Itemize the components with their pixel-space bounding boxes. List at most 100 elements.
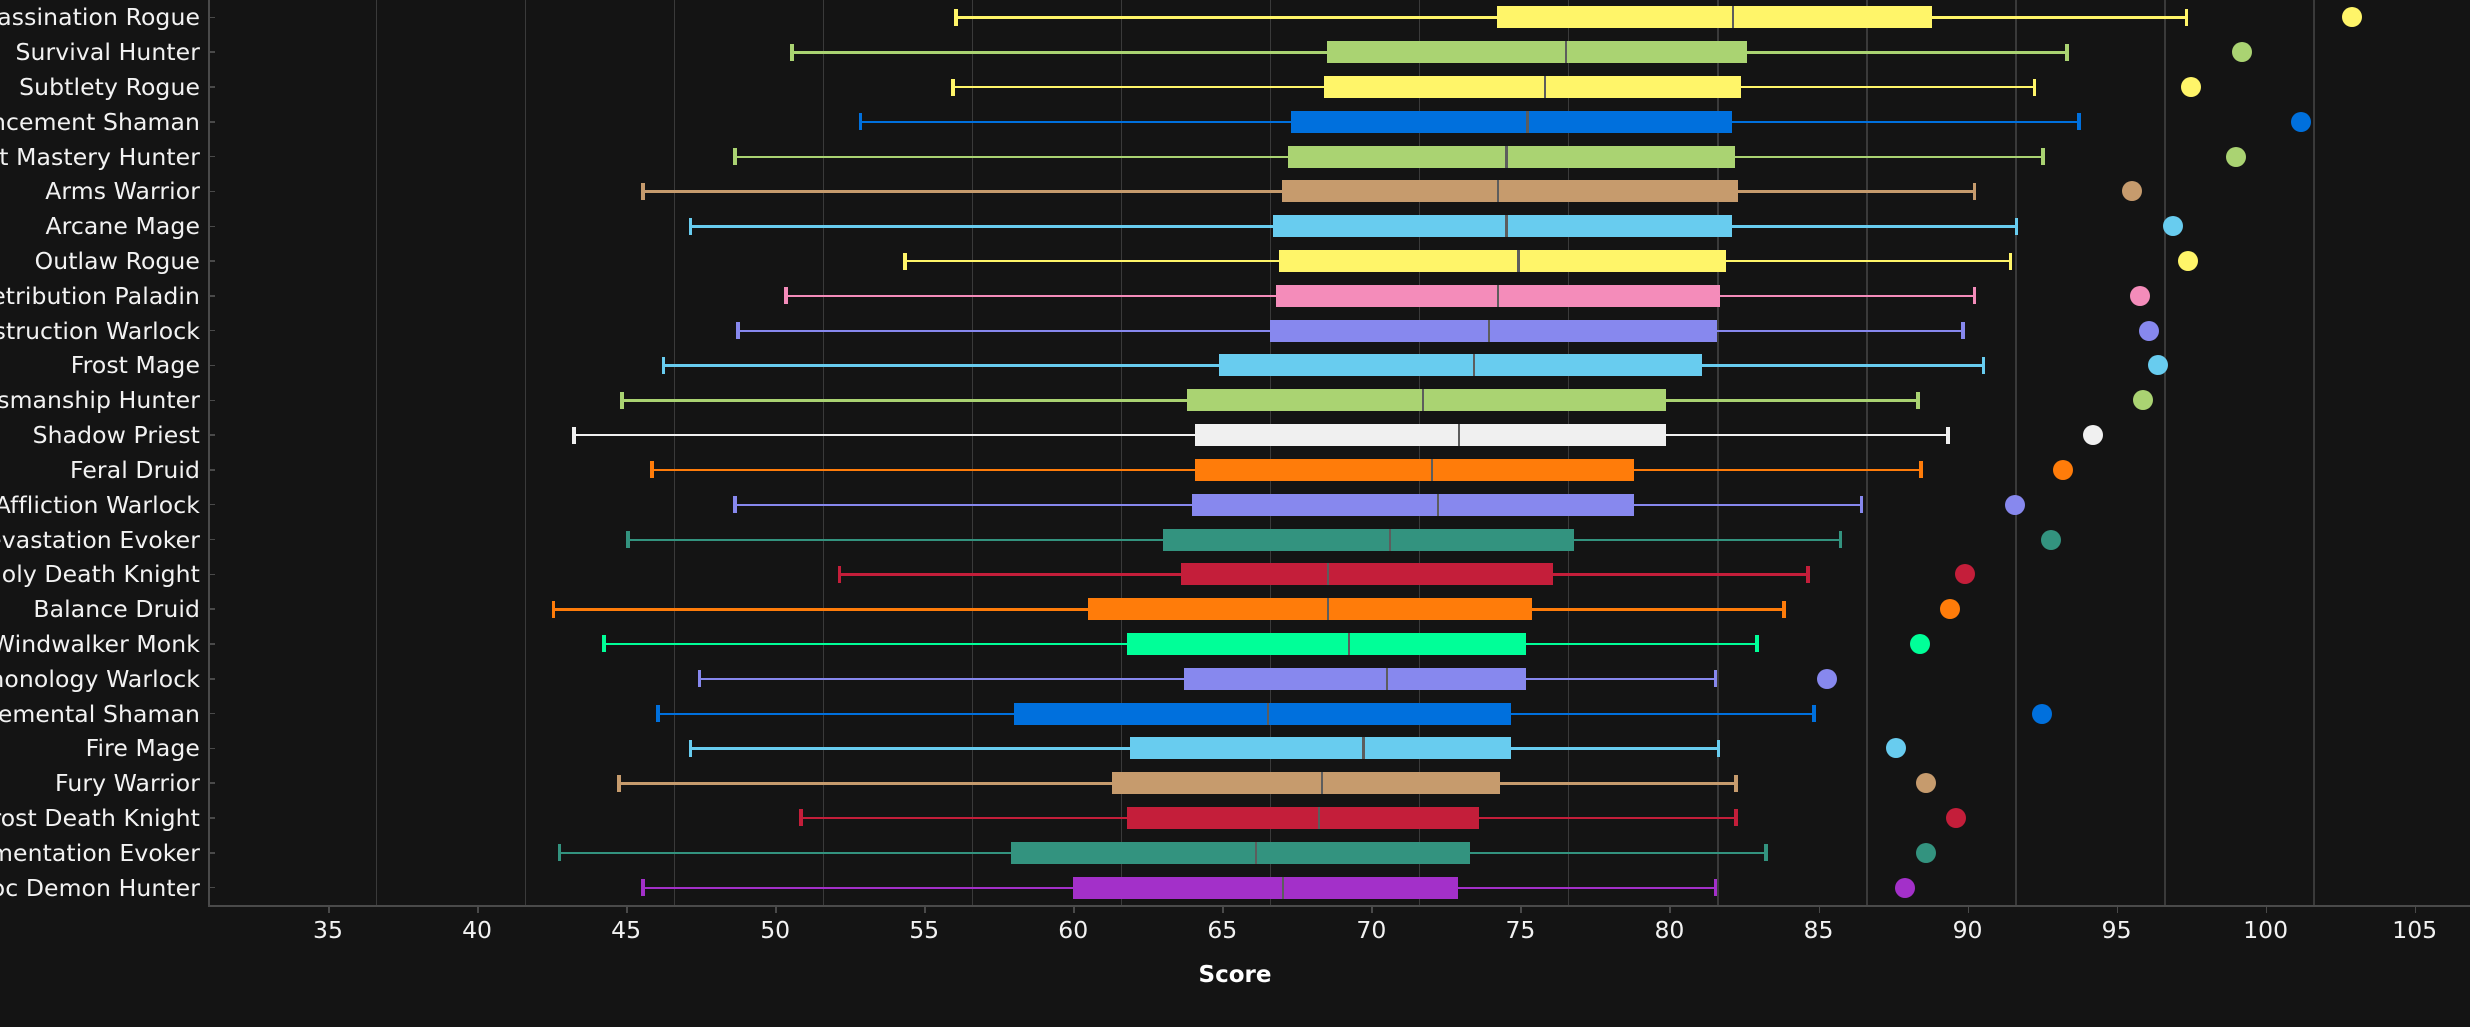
outlier-point[interactable] bbox=[1909, 633, 1930, 654]
outlier-point[interactable] bbox=[2139, 320, 2160, 341]
box-iqr[interactable] bbox=[1269, 319, 1718, 342]
box-iqr[interactable] bbox=[1281, 180, 1738, 203]
outlier-point[interactable] bbox=[1939, 599, 1960, 620]
outlier-point[interactable] bbox=[2178, 251, 2199, 272]
outlier-point[interactable] bbox=[2130, 285, 2151, 306]
boxplot-row[interactable] bbox=[210, 765, 2470, 801]
outlier-point[interactable] bbox=[1894, 877, 1915, 898]
gridline bbox=[673, 0, 676, 905]
x-axis-tick bbox=[1222, 905, 1224, 913]
box-iqr[interactable] bbox=[1323, 76, 1741, 99]
outlier-point[interactable] bbox=[1886, 738, 1906, 759]
gridline bbox=[1866, 0, 1868, 905]
outlier-point[interactable] bbox=[2163, 216, 2184, 237]
boxplot-row[interactable] bbox=[210, 696, 2470, 732]
boxplot-row[interactable] bbox=[210, 69, 2470, 105]
outlier-point[interactable] bbox=[2082, 425, 2103, 446]
boxplot-row[interactable] bbox=[210, 104, 2470, 140]
box-iqr[interactable] bbox=[1126, 632, 1527, 655]
outlier-point[interactable] bbox=[2005, 494, 2026, 515]
x-axis-tick-label: 55 bbox=[909, 916, 940, 944]
boxplot-row[interactable] bbox=[210, 870, 2470, 906]
boxplot-row[interactable] bbox=[210, 417, 2470, 453]
box-iqr[interactable] bbox=[1073, 876, 1458, 899]
boxplot-row[interactable] bbox=[210, 661, 2470, 697]
box-iqr[interactable] bbox=[1496, 6, 1932, 29]
boxplot-row[interactable] bbox=[210, 591, 2470, 627]
outlier-point[interactable] bbox=[2342, 7, 2363, 28]
box-iqr[interactable] bbox=[1010, 841, 1470, 864]
box-iqr[interactable] bbox=[1326, 41, 1747, 64]
box-iqr[interactable] bbox=[1195, 424, 1667, 447]
whisker-cap-high bbox=[1782, 600, 1786, 618]
boxplot-row[interactable] bbox=[210, 347, 2470, 383]
box-iqr[interactable] bbox=[1219, 354, 1703, 377]
outlier-point[interactable] bbox=[2225, 146, 2246, 167]
box-iqr[interactable] bbox=[1183, 667, 1527, 690]
box-iqr[interactable] bbox=[1180, 563, 1554, 586]
boxplot-row[interactable] bbox=[210, 452, 2470, 488]
boxplot-row[interactable] bbox=[210, 800, 2470, 836]
box-iqr[interactable] bbox=[1088, 598, 1533, 621]
boxplot-row[interactable] bbox=[210, 313, 2470, 349]
median-line bbox=[1565, 41, 1568, 64]
y-axis-labels: Assassination Rogue Survival Hunter Subtle… bbox=[0, 0, 208, 905]
outlier-point[interactable] bbox=[2148, 355, 2169, 376]
box-iqr[interactable] bbox=[1278, 250, 1727, 273]
boxplot-row[interactable] bbox=[210, 556, 2470, 592]
y-axis-tick bbox=[208, 852, 215, 854]
outlier-point[interactable] bbox=[2032, 703, 2053, 724]
outlier-point[interactable] bbox=[2181, 77, 2202, 98]
boxplot-row[interactable] bbox=[210, 730, 2470, 766]
boxplot-row[interactable] bbox=[210, 487, 2470, 523]
box-iqr[interactable] bbox=[1272, 215, 1733, 238]
y-axis-tick bbox=[208, 329, 215, 332]
boxplot-row[interactable] bbox=[210, 34, 2470, 70]
median-line bbox=[1544, 76, 1547, 99]
boxplot-row[interactable] bbox=[210, 382, 2470, 418]
box-iqr[interactable] bbox=[1290, 110, 1733, 133]
boxplot-row[interactable] bbox=[210, 173, 2470, 209]
median-line bbox=[1526, 110, 1529, 133]
box-iqr[interactable] bbox=[1112, 772, 1500, 795]
y-axis-tick bbox=[208, 678, 215, 680]
outlier-point[interactable] bbox=[2041, 529, 2062, 550]
outlier-point[interactable] bbox=[2231, 42, 2252, 63]
x-axis-tick bbox=[477, 905, 479, 913]
box-iqr[interactable] bbox=[1129, 737, 1512, 760]
outlier-point[interactable] bbox=[2121, 181, 2142, 202]
median-line bbox=[1436, 493, 1440, 516]
whisker-cap-low bbox=[557, 844, 562, 862]
box-iqr[interactable] bbox=[1186, 389, 1667, 412]
x-axis-tick-label: 80 bbox=[1654, 916, 1685, 944]
boxplot-row[interactable] bbox=[210, 835, 2470, 871]
boxplot-row[interactable] bbox=[210, 522, 2470, 558]
outlier-point[interactable] bbox=[2133, 390, 2154, 411]
outlier-point[interactable] bbox=[1817, 668, 1838, 689]
box-iqr[interactable] bbox=[1126, 806, 1479, 829]
boxplot-row[interactable] bbox=[210, 243, 2470, 279]
box-iqr[interactable] bbox=[1192, 493, 1634, 516]
outlier-point[interactable] bbox=[1915, 842, 1936, 863]
boxplot-row[interactable] bbox=[210, 278, 2470, 314]
y-axis-label-balance-druid: Balance Druid bbox=[33, 595, 200, 624]
box-iqr[interactable] bbox=[1013, 702, 1512, 725]
outlier-point[interactable] bbox=[1954, 564, 1975, 585]
box-iqr[interactable] bbox=[1195, 458, 1634, 481]
box-iqr[interactable] bbox=[1162, 528, 1575, 551]
boxplot-row[interactable] bbox=[210, 139, 2470, 175]
y-axis-label-frost-mage: Frost Mage bbox=[70, 351, 200, 380]
box-iqr[interactable] bbox=[1287, 145, 1736, 168]
y-axis-label-arcane-mage: Arcane Mage bbox=[45, 212, 200, 241]
whisker-cap-high bbox=[2008, 252, 2013, 270]
x-axis-tick-label: 50 bbox=[760, 916, 791, 944]
outlier-point[interactable] bbox=[2052, 459, 2073, 480]
outlier-point[interactable] bbox=[1945, 807, 1966, 828]
outlier-point[interactable] bbox=[2291, 111, 2312, 132]
gridline bbox=[1717, 0, 1719, 905]
boxplot-row[interactable] bbox=[210, 626, 2470, 662]
outlier-point[interactable] bbox=[1915, 773, 1936, 794]
boxplot-row[interactable] bbox=[210, 208, 2470, 244]
whisker-cap-low bbox=[688, 217, 693, 235]
boxplot-row[interactable] bbox=[210, 0, 2470, 35]
